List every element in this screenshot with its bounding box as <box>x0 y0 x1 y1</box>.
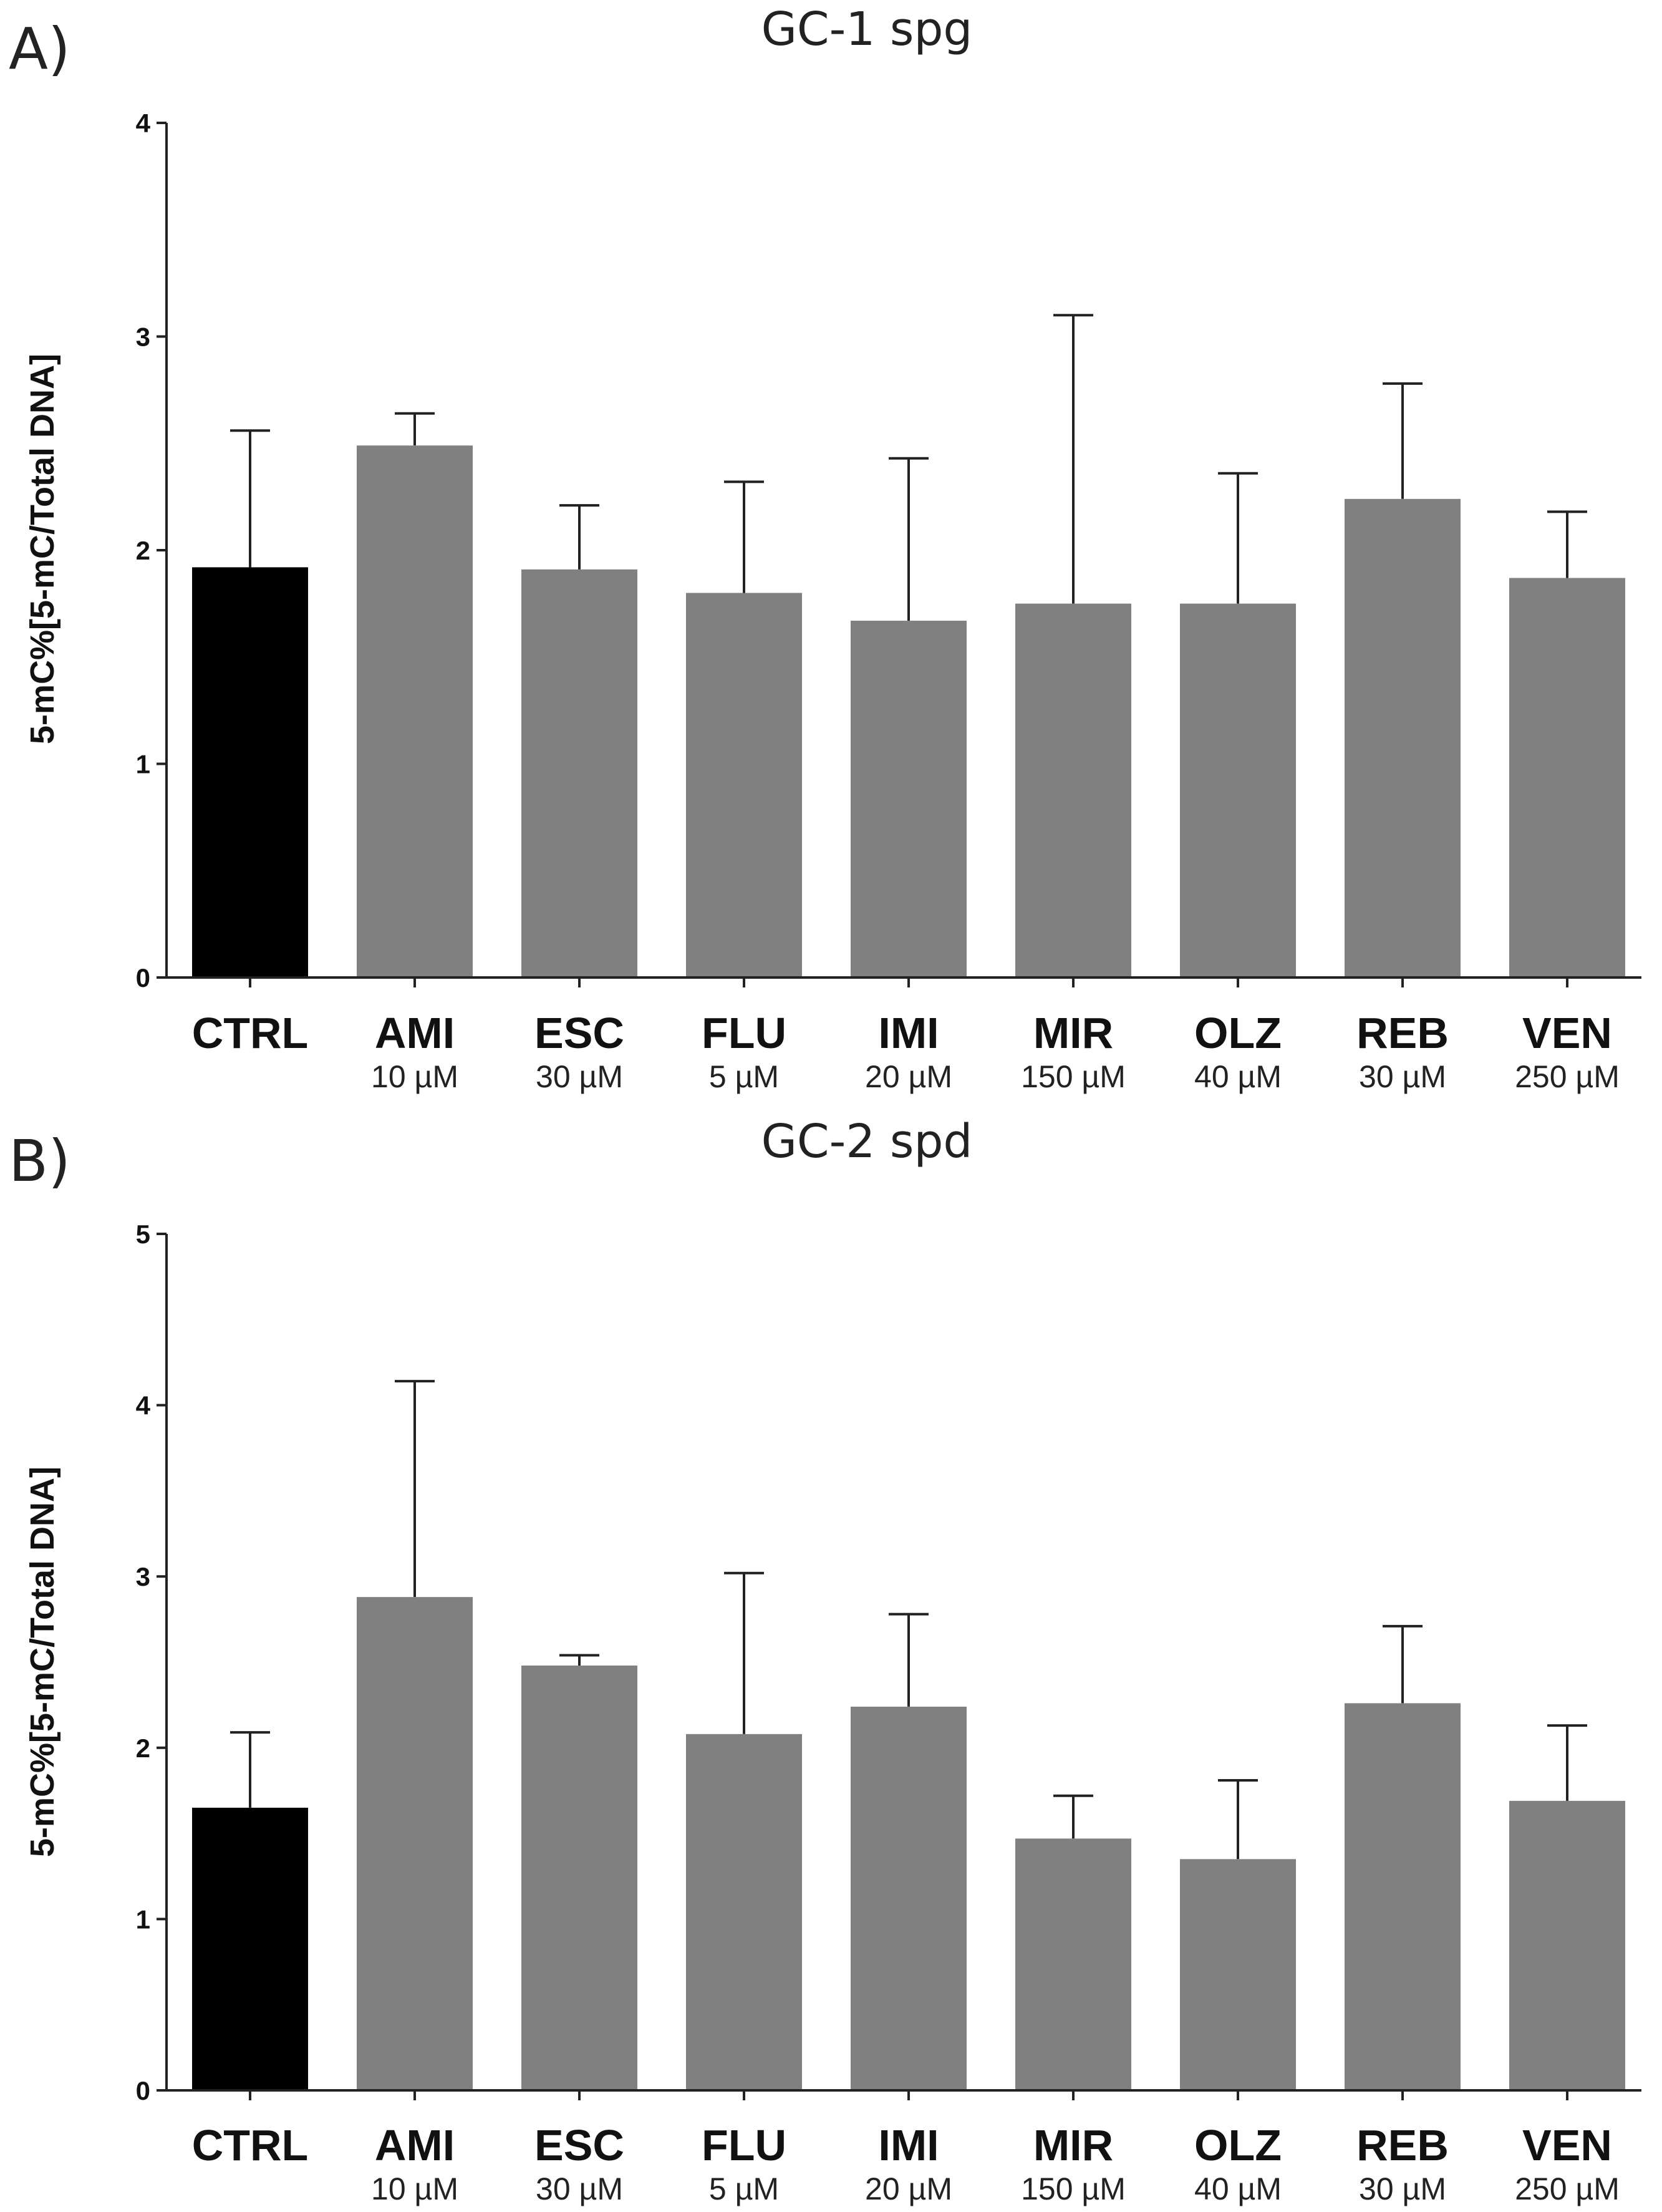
y-axis-label: 5-mC%[5-mC/Total DNA] <box>24 1467 61 1857</box>
panel-letter: A) <box>9 16 70 82</box>
bar-mir <box>1015 603 1131 977</box>
category-label: OLZ <box>1194 2121 1282 2170</box>
dose-label: 250 µM <box>1515 1059 1620 1094</box>
dose-label: 30 µM <box>1359 1059 1446 1094</box>
bar-esc <box>521 1665 637 2090</box>
category-label: AMI <box>375 1009 455 1057</box>
chart-title: GC-1 spg <box>761 2 973 56</box>
panel-a: A) GC-1 spg 5-mC%[5-mC/Total DNA] 0 1 2 3 4 CTRL… <box>9 2 1641 1094</box>
dose-label: 20 µM <box>865 2171 952 2206</box>
y-axis-label: 5-mC%[5-mC/Total DNA] <box>24 354 61 744</box>
y-tick-label: 1 <box>136 750 150 779</box>
bar-reb <box>1345 1703 1461 2090</box>
bar-mir <box>1015 1838 1131 2090</box>
y-tick-label: 1 <box>136 1904 150 1934</box>
category-label: FLU <box>702 1009 786 1057</box>
category-label: REB <box>1356 1009 1449 1057</box>
category-label: MIR <box>1033 2121 1113 2170</box>
dose-label: 30 µM <box>536 1059 623 1094</box>
bar-imi <box>851 621 967 977</box>
dose-label: 150 µM <box>1021 1059 1126 1094</box>
y-tick-label: 4 <box>136 1391 151 1420</box>
category-label: ESC <box>534 2121 624 2170</box>
dose-label: 5 µM <box>709 2171 779 2206</box>
y-tick-label: 3 <box>136 1562 150 1591</box>
dose-label: 10 µM <box>371 2171 458 2206</box>
bar-reb <box>1345 498 1461 977</box>
dose-label: 30 µM <box>536 2171 623 2206</box>
bar-ven <box>1509 578 1625 977</box>
category-label: AMI <box>375 2121 455 2170</box>
bar-ami <box>357 445 473 977</box>
bar-imi <box>851 1706 967 2090</box>
category-label: VEN <box>1522 1009 1612 1057</box>
category-label: ESC <box>534 1009 624 1057</box>
category-label: FLU <box>702 2121 786 2170</box>
dose-label: 40 µM <box>1194 2171 1282 2206</box>
dose-label: 10 µM <box>371 1059 458 1094</box>
category-label: OLZ <box>1194 1009 1282 1057</box>
bar-olz <box>1180 1859 1296 2090</box>
dose-label: 150 µM <box>1021 2171 1126 2206</box>
dose-label: 20 µM <box>865 1059 952 1094</box>
bar-ven <box>1509 1800 1625 2090</box>
category-label: MIR <box>1033 1009 1113 1057</box>
y-tick-label: 5 <box>136 1220 150 1249</box>
panel-letter: B) <box>9 1128 70 1195</box>
bar-flu <box>686 593 802 977</box>
y-tick-label: 4 <box>136 109 151 138</box>
bar-esc <box>521 569 637 977</box>
category-label: IMI <box>878 2121 939 2170</box>
category-label: IMI <box>878 1009 939 1057</box>
y-tick-label: 3 <box>136 323 150 352</box>
dose-label: 250 µM <box>1515 2171 1620 2206</box>
category-label: VEN <box>1522 2121 1612 2170</box>
chart-title: GC-2 spd <box>761 1115 973 1168</box>
category-label: CTRL <box>192 2121 309 2170</box>
y-tick-label: 0 <box>136 2076 150 2105</box>
bar-olz <box>1180 603 1296 977</box>
category-label: CTRL <box>192 1009 309 1057</box>
bar-ami <box>357 1597 473 2090</box>
y-tick-label: 2 <box>136 536 150 565</box>
category-label: REB <box>1356 2121 1449 2170</box>
dose-label: 30 µM <box>1359 2171 1446 2206</box>
dose-label: 5 µM <box>709 1059 779 1094</box>
y-tick-label: 2 <box>136 1734 150 1763</box>
bar-ctrl <box>192 1807 308 2090</box>
dose-label: 40 µM <box>1194 1059 1282 1094</box>
bar-flu <box>686 1734 802 2090</box>
panel-b: B) GC-2 spd 5-mC%[5-mC/Total DNA] 0 1 2 3 4 5 CTR… <box>9 1115 1641 2206</box>
y-tick-label: 0 <box>136 963 150 992</box>
bar-ctrl <box>192 567 308 977</box>
